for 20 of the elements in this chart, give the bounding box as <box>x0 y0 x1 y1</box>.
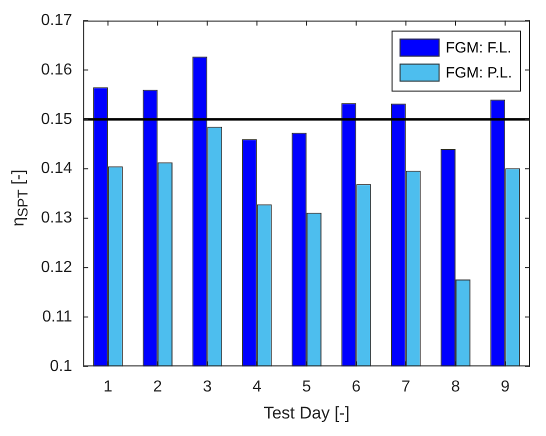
x-tick-label: 2 <box>153 378 162 396</box>
legend-label: FGM: F.L. <box>446 40 512 57</box>
y-tick-label: 0.14 <box>41 160 72 178</box>
y-tick-label: 0.15 <box>41 110 72 128</box>
legend-label: FGM: P.L. <box>446 64 512 82</box>
x-tick-label: 1 <box>104 378 113 396</box>
x-tick-label: 5 <box>302 378 312 396</box>
y-tick-label: 0.11 <box>42 308 72 326</box>
x-tick-label: 9 <box>500 378 510 396</box>
x-tick-label: 6 <box>352 378 361 396</box>
x-tick-label: 3 <box>202 378 212 396</box>
x-axis-title: Test Day [-] <box>264 403 350 422</box>
x-tick-label: 8 <box>451 378 460 396</box>
y-tick-label: 0.1 <box>50 358 72 375</box>
x-tick-label: 7 <box>401 378 410 396</box>
y-tick-label: 0.13 <box>41 210 72 227</box>
y-tick-label: 0.17 <box>41 12 72 30</box>
y-tick-label: 0.16 <box>41 61 72 78</box>
x-tick-label: 4 <box>252 378 262 396</box>
y-tick-label: 0.12 <box>41 259 72 276</box>
